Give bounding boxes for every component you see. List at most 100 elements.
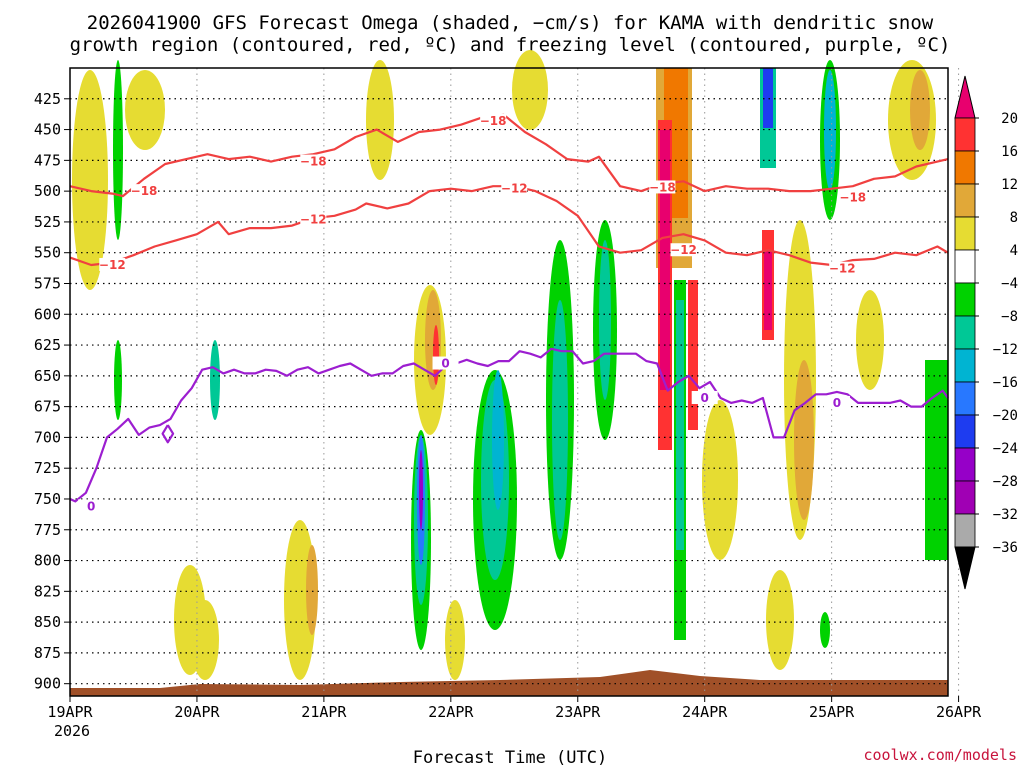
omega-shading (72, 50, 948, 680)
colorbar-swatch (954, 117, 976, 152)
contour-label-bg (691, 391, 718, 405)
y-tick-label: 850 (34, 613, 61, 631)
x-axis: 19APR 20APR 21APR 22APR 23APR 24APR 25APR 26APR (47, 696, 982, 721)
y-tick-label: 825 (34, 582, 61, 600)
omega-blob (910, 70, 930, 150)
contour-label: −18 (480, 114, 507, 128)
colorbar-label: −24 (993, 441, 1018, 457)
contour-label: −12 (670, 243, 697, 257)
y-tick-label: 750 (34, 490, 61, 508)
contour-label: 0 (833, 396, 841, 410)
contour-label-bg (829, 261, 856, 275)
omega-blob (512, 50, 548, 130)
omega-blob (856, 290, 884, 390)
omega-blob (599, 240, 611, 400)
x-tick-label: 19APR (47, 703, 93, 721)
colorbar-label: −4 (1001, 276, 1018, 292)
contour-label-bg (480, 113, 507, 127)
colorbar-label: 12 (1001, 177, 1018, 193)
contour-label-bg (670, 243, 697, 257)
contour-label-bg (501, 181, 528, 195)
omega-blob (191, 600, 219, 680)
y-tick-label: 775 (34, 521, 61, 539)
colorbar-swatch (954, 414, 976, 449)
colorbar-arrow-bottom (954, 546, 976, 590)
y-tick-label: 525 (34, 213, 61, 231)
colorbar-arrow-top (954, 75, 976, 119)
colorbar-label: 8 (1010, 210, 1018, 226)
omega-blob (445, 600, 465, 680)
y-tick-label: 875 (34, 644, 61, 662)
colorbar-swatch (954, 348, 976, 383)
omega-blob (210, 340, 220, 420)
chart-title-line-1: 2026041900 GFS Forecast Omega (shaded, −… (87, 12, 934, 34)
contour-lines: −18 −18 −18 −18 −18 −12 −12 −12 −12 −12 0 0 0 0 (69, 113, 949, 513)
y-tick-label: 800 (34, 552, 61, 570)
omega-blob (676, 300, 684, 550)
omega-blob (660, 130, 670, 390)
omega-blob (366, 60, 394, 180)
contour-label-bg (432, 356, 459, 370)
omega-blob (766, 570, 794, 670)
colorbar-swatch (954, 216, 976, 251)
colorbar-label: 20 (1001, 111, 1018, 127)
y-tick-label: 450 (34, 121, 61, 139)
y-tick-label: 675 (34, 398, 61, 416)
contour-line (161, 424, 175, 444)
y-tick-label: 600 (34, 305, 61, 323)
omega-blob (702, 400, 738, 560)
omega-blob (433, 325, 439, 385)
y-tick-label: 425 (34, 90, 61, 108)
colorbar-swatch (954, 381, 976, 416)
colorbar-swatch (954, 183, 976, 218)
credit-text: coolwx.com/models (863, 746, 1017, 764)
contour-label-bg (131, 184, 158, 198)
colorbar-label: 16 (1001, 144, 1018, 160)
y-tick-label: 625 (34, 336, 61, 354)
x-tick-label: 20APR (174, 703, 220, 721)
omega-blob (492, 370, 504, 510)
contour-label: 0 (87, 499, 95, 513)
colorbar-swatch (954, 150, 976, 185)
contour-label-bg (300, 154, 327, 168)
colorbar-swatch (954, 513, 976, 548)
contour-label-bg (99, 258, 126, 272)
omega-blob (763, 68, 773, 128)
colorbar-swatch (954, 249, 976, 284)
y-tick-label: 550 (34, 244, 61, 262)
contour-line (69, 113, 949, 198)
contour-label-bg (839, 190, 866, 204)
y-tick-label: 475 (34, 151, 61, 169)
x-tick-label: 22APR (428, 703, 474, 721)
omega-blob (925, 360, 948, 560)
plot-frame (69, 67, 949, 697)
contour-label: −18 (839, 190, 866, 204)
contour-label-bg (823, 395, 850, 409)
colorbar-swatch (954, 480, 976, 515)
contour-label: −18 (131, 184, 158, 198)
y-tick-label: 575 (34, 274, 61, 292)
colorbar-swatch (954, 315, 976, 350)
omega-blob (688, 280, 698, 430)
colorbar-label: −16 (993, 375, 1018, 391)
contour-label: −12 (501, 182, 528, 196)
colorbar-swatch (954, 447, 976, 482)
y-tick-label: 650 (34, 367, 61, 385)
contour-label: −12 (99, 258, 126, 272)
contour-label: 0 (441, 357, 449, 371)
omega-blob (114, 340, 122, 420)
x-tick-label: 21APR (301, 703, 347, 721)
omega-blob (72, 70, 108, 290)
colorbar: 20 16 12 8 4 −4 −8 −12 −16 −20 −24 −28 −32 −36 (954, 75, 1018, 590)
omega-blob (794, 360, 814, 520)
y-tick-label: 900 (34, 675, 61, 693)
colorbar-label: −28 (993, 474, 1018, 490)
omega-blob (306, 545, 318, 635)
omega-blob (125, 70, 165, 150)
x-tick-label: 26APR (936, 703, 982, 721)
contour-label-bg (649, 180, 676, 194)
x-axis-year: 2026 (54, 722, 90, 740)
omega-blob (820, 612, 830, 648)
contour-label: −18 (300, 155, 327, 169)
